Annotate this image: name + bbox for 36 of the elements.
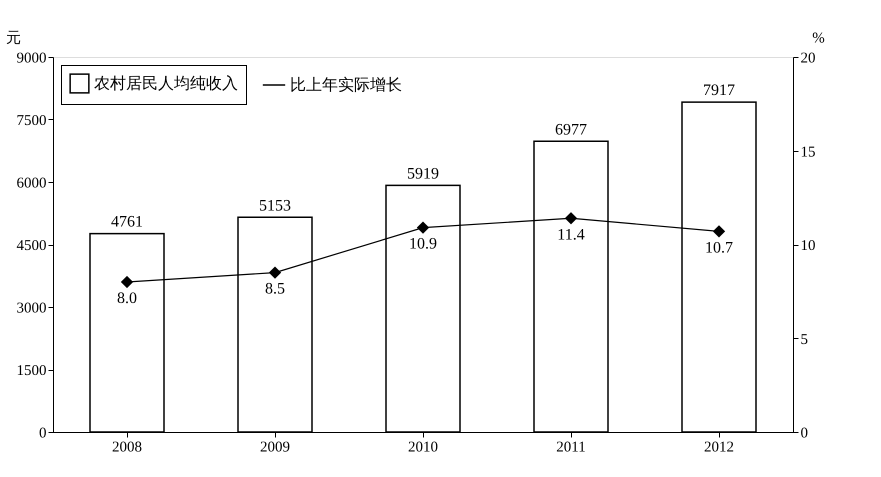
point [121,276,133,288]
y2-tick-label: 0 [800,426,808,442]
legend-label: 农村居民人均纯收入 [94,74,238,92]
y-axis-title: 元 [6,30,21,46]
y2-tick-label: 20 [800,50,816,66]
x-tick-label: 2011 [556,440,586,456]
y-tick-label: 0 [39,426,46,442]
x-tick-label: 2010 [408,440,438,456]
y2-tick-label: 5 [800,332,808,348]
data-label: 6977 [555,121,587,138]
data-label: 8.5 [265,280,285,298]
point [269,266,281,278]
data-label: 8.0 [117,290,137,307]
data-label: 10.7 [705,239,733,256]
x-tick-label: 2009 [260,440,290,456]
data-label: 5153 [259,197,291,214]
data-label: 11.4 [557,226,585,244]
x-tick-label: 2012 [704,440,734,456]
y-tick-label: 9000 [16,50,46,66]
data-label: 5919 [407,165,439,182]
point [713,226,725,238]
y-tick-label: 4500 [16,238,46,254]
y-tick-label: 1500 [16,363,46,379]
y-tick-label: 3000 [16,300,46,316]
data-label: 7917 [703,82,735,100]
y2-axis-title: % [812,30,825,46]
y-tick-label: 6000 [16,176,46,192]
point [565,212,577,224]
legend-label: 比上年实际增长 [290,76,402,94]
point [417,222,429,234]
data-label: 4761 [111,214,143,231]
y2-tick-label: 15 [800,144,816,160]
y2-tick-label: 10 [800,238,816,254]
x-tick-label: 2008 [112,440,142,456]
y-tick-label: 7500 [16,113,46,129]
data-label: 10.9 [409,236,437,253]
